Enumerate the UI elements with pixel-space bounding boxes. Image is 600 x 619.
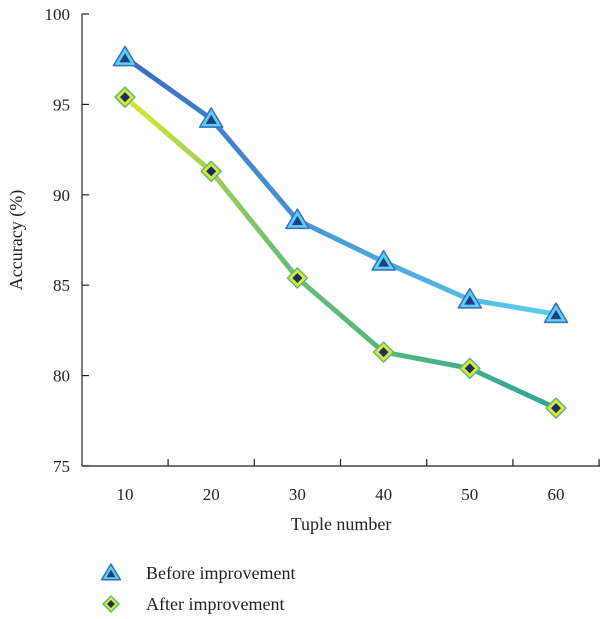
data-point-marker-core <box>206 166 217 177</box>
series-after-improvement <box>114 86 567 419</box>
series-layer <box>112 45 569 419</box>
data-point-marker-core <box>119 53 131 63</box>
series-before-improvement <box>112 45 569 324</box>
series-line <box>122 94 559 411</box>
legend-marker-core <box>106 569 116 578</box>
x-tick-label: 40 <box>375 485 392 504</box>
y-tick-label: 75 <box>53 457 70 476</box>
x-tick-label: 10 <box>117 485 134 504</box>
data-point-marker-core <box>120 92 130 103</box>
series-line <box>122 54 559 317</box>
data-point-marker-core <box>291 215 303 226</box>
y-tick-label: 85 <box>53 276 70 295</box>
legend-item: Before improvement <box>83 563 295 583</box>
x-tick-label: 60 <box>548 485 565 504</box>
legend-marker-core <box>107 600 115 608</box>
data-point-marker-core <box>551 403 561 414</box>
legend-label: After improvement <box>146 594 284 614</box>
y-axis-title: Accuracy (%) <box>6 190 27 290</box>
data-point-marker-core <box>292 272 303 283</box>
data-point-marker-core <box>464 363 475 374</box>
x-tick-label: 50 <box>461 485 478 504</box>
legend: Before improvement After improvement <box>83 563 295 614</box>
y-tick-label: 90 <box>53 186 70 205</box>
legend-label: Before improvement <box>146 563 295 583</box>
x-tick-label: 30 <box>289 485 306 504</box>
data-point-marker-core <box>378 257 390 267</box>
data-point-marker-core <box>464 295 476 305</box>
data-point-marker-core <box>550 309 562 320</box>
y-axis-ticks: 75 80 85 90 95 100 <box>45 5 89 476</box>
data-point-marker-core <box>378 347 389 358</box>
data-point-marker-core <box>205 114 217 124</box>
y-tick-label: 100 <box>45 5 71 24</box>
y-tick-label: 95 <box>53 95 70 114</box>
y-tick-label: 80 <box>53 367 70 386</box>
x-tick-label: 20 <box>203 485 220 504</box>
x-axis-ticks: 10 20 30 40 50 60 <box>117 459 600 504</box>
x-axis-title: Tuple number <box>291 514 392 534</box>
legend-item: After improvement <box>83 594 284 614</box>
